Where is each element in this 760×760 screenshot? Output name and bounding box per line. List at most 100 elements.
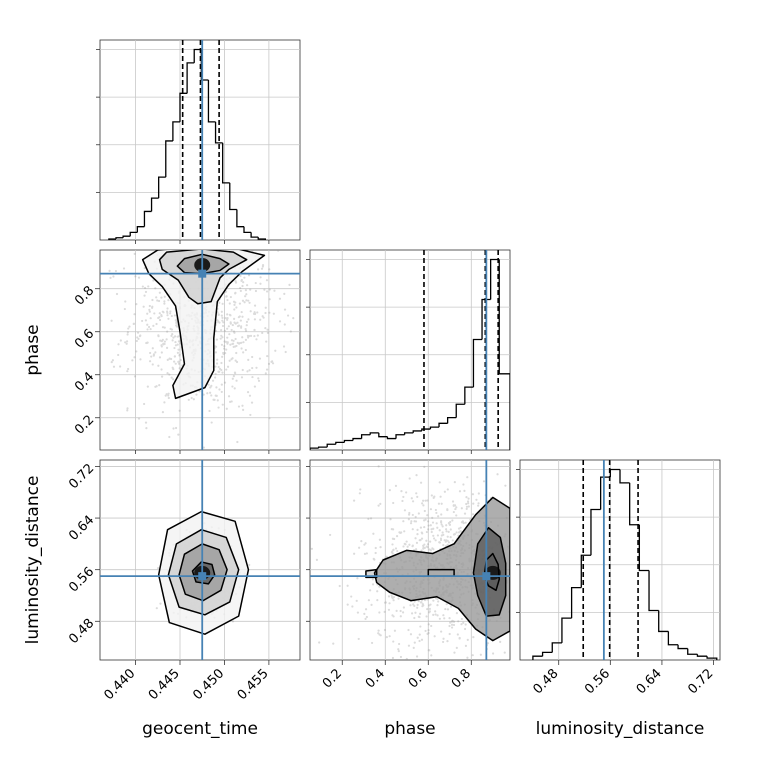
scatter-point [420,601,423,604]
scatter-point [448,632,451,636]
scatter-point [369,517,373,520]
scatter-point [176,335,179,338]
scatter-point [437,600,440,603]
scatter-point [411,545,414,548]
scatter-point [360,540,363,543]
scatter-point [428,604,431,607]
scatter-point [253,334,256,338]
scatter-point [233,371,237,374]
scatter-point [424,629,427,633]
scatter-point [205,246,207,248]
scatter-point [432,527,435,530]
scatter-point [408,543,411,546]
scatter-point [142,402,146,406]
x-tick-label-geocent_time: 0.450 [190,666,227,703]
scatter-point [172,427,175,430]
scatter-point [245,240,247,242]
scatter-point [148,304,151,308]
hist-bin-geocent_time [236,209,244,228]
scatter-point [141,319,144,323]
scatter-point [488,679,490,681]
scatter-point [395,609,398,612]
scatter-point [419,539,422,542]
scatter-point [136,336,139,339]
scatter-point [455,646,458,649]
scatter-point [451,539,454,542]
scatter-point [152,324,155,327]
scatter-point [415,541,419,544]
scatter-point [143,266,146,270]
scatter-point [515,506,517,508]
scatter-point [146,385,149,388]
scatter-point [244,327,247,331]
contour-line [373,496,510,642]
scatter-point [403,542,406,545]
scatter-point [387,608,391,611]
scatter-point [165,393,168,396]
scatter-point [442,544,445,547]
scatter-point [420,638,424,641]
scatter-point [232,375,235,378]
scatter-point [209,386,212,389]
hist-bin-phase [421,428,431,431]
scatter-point [430,624,433,628]
scatter-point [379,634,382,637]
scatter-point [230,339,234,342]
scatter-point [220,343,224,346]
scatter-point [168,357,171,360]
scatter-point [149,317,152,320]
scatter-point [214,351,218,354]
scatter-point [187,398,190,401]
scatter-point [160,345,163,348]
scatter-point [452,620,456,623]
scatter-point [216,319,219,322]
scatter-point [443,617,446,620]
scatter-point [405,491,408,494]
scatter-point [142,241,144,243]
scatter-point [413,600,416,603]
scatter-point [428,548,431,551]
contour-line [365,568,378,579]
scatter-point [463,489,466,492]
scatter-point [403,509,407,512]
y-axis-label-luminosity_distance: luminosity_distance [23,476,43,645]
scatter-point [146,323,149,326]
scatter-point [264,326,267,330]
scatter-point [436,614,439,617]
contour-line [141,250,266,400]
scatter-point [248,563,251,567]
scatter-point [161,326,165,329]
scatter-point [195,393,198,396]
hist-bin-phase [352,437,362,441]
scatter-point [177,362,181,365]
y-tick-label-phase: 0.4 [72,369,97,394]
scatter-point [266,328,269,331]
density-fill [142,250,265,399]
scatter-point [247,274,251,277]
x-tick-label-phase: 0.8 [449,666,474,691]
scatter-point [151,363,154,366]
scatter-point [137,417,141,420]
scatter-point [449,621,452,624]
scatter-point [234,322,237,325]
scatter-point [217,406,220,409]
scatter-point [143,294,146,297]
scatter-point [211,379,215,382]
hist-bin-phase [438,422,448,428]
scatter-point [450,623,454,626]
scatter-point [278,297,282,300]
scatter-point [437,502,441,505]
scatter-point [167,396,170,400]
scatter-point [249,310,252,313]
scatter-point [417,512,420,515]
scatter-point [139,358,142,361]
scatter-point [236,341,239,344]
scatter-point [229,322,232,325]
scatter-point [466,656,469,659]
scatter-point [135,339,138,343]
hist-bin-phase [326,443,336,448]
scatter-point [455,612,458,615]
scatter-point [122,267,126,270]
scatter-point [160,344,163,347]
hist-bin-geocent_time [136,226,145,233]
